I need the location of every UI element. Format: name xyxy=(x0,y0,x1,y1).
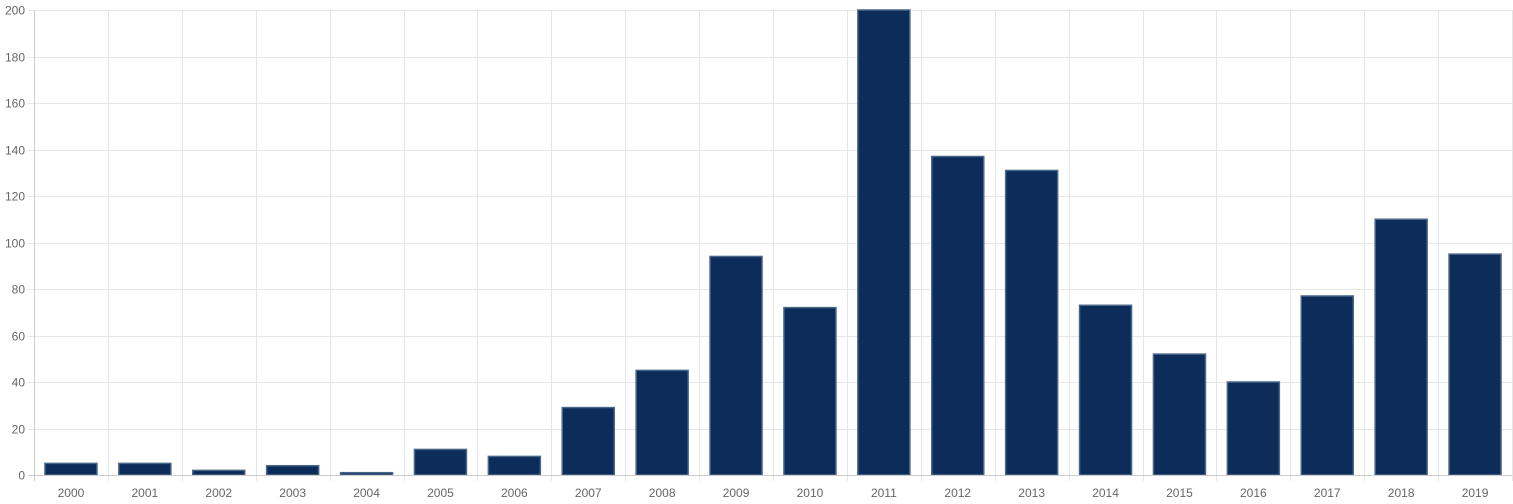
bars xyxy=(44,9,1502,476)
y-tick-label: 80 xyxy=(12,283,26,297)
bar-2009[interactable] xyxy=(709,255,763,476)
bar-2017[interactable] xyxy=(1300,295,1354,476)
y-tick-label: 180 xyxy=(5,51,25,65)
bar-2003[interactable] xyxy=(265,464,320,476)
x-tick-label: 2000 xyxy=(58,486,85,500)
x-tick-label: 2008 xyxy=(649,486,676,500)
bar-2011[interactable] xyxy=(857,9,911,476)
x-tick-label: 2010 xyxy=(797,486,824,500)
x-tick-label: 2009 xyxy=(723,486,750,500)
bar-2005[interactable] xyxy=(413,448,468,476)
bar-2010[interactable] xyxy=(783,306,837,476)
y-tick-labels: 0 20 40 60 80 100 120 140 160 180 200 xyxy=(5,4,25,483)
bar-2007[interactable] xyxy=(561,406,615,476)
x-tick-label: 2014 xyxy=(1092,486,1119,500)
bar-2018[interactable] xyxy=(1374,218,1428,476)
x-tick-label: 2019 xyxy=(1462,486,1489,500)
x-tick-label: 2016 xyxy=(1240,486,1267,500)
bar-2004[interactable] xyxy=(339,471,394,476)
y-tick-label: 100 xyxy=(5,237,25,251)
x-tick-label: 2013 xyxy=(1018,486,1045,500)
y-tick-label: 140 xyxy=(5,144,25,158)
axes xyxy=(28,10,1512,481)
bar-2012[interactable] xyxy=(931,155,985,476)
y-tick-label: 200 xyxy=(5,4,25,18)
bar-2000[interactable] xyxy=(44,462,98,476)
x-tick-label: 2006 xyxy=(501,486,528,500)
bar-2002[interactable] xyxy=(192,469,246,476)
bar-2001[interactable] xyxy=(118,462,172,476)
x-tick-label: 2003 xyxy=(279,486,306,500)
y-tick-label: 120 xyxy=(5,190,25,204)
bar-2008[interactable] xyxy=(635,369,689,476)
bar-2019[interactable] xyxy=(1448,253,1502,476)
x-tick-label: 2012 xyxy=(944,486,971,500)
y-tick-label: 40 xyxy=(12,376,26,390)
x-tick-label: 2002 xyxy=(205,486,232,500)
x-tick-label: 2007 xyxy=(575,486,602,500)
y-tick-label: 160 xyxy=(5,97,25,111)
y-tick-label: 0 xyxy=(18,469,25,483)
bar-2014[interactable] xyxy=(1078,304,1133,476)
x-gridlines xyxy=(34,10,1513,481)
y-tick-label: 20 xyxy=(12,423,26,437)
x-tick-label: 2004 xyxy=(353,486,380,500)
y-gridlines xyxy=(28,10,1512,476)
x-tick-labels: 2000 2001 2002 2003 2004 2005 2006 2007 2008 2009… xyxy=(58,486,1489,500)
bar-2016[interactable] xyxy=(1226,381,1281,476)
x-tick-label: 2011 xyxy=(871,486,897,500)
bar-2015[interactable] xyxy=(1152,353,1207,476)
x-tick-label: 2017 xyxy=(1314,486,1341,500)
bar-2013[interactable] xyxy=(1004,169,1059,476)
bar-2006[interactable] xyxy=(487,455,542,476)
x-tick-label: 2005 xyxy=(427,486,454,500)
x-tick-label: 2001 xyxy=(131,486,158,500)
x-tick-label: 2015 xyxy=(1166,486,1193,500)
y-tick-label: 60 xyxy=(12,330,26,344)
x-tick-label: 2018 xyxy=(1388,486,1415,500)
